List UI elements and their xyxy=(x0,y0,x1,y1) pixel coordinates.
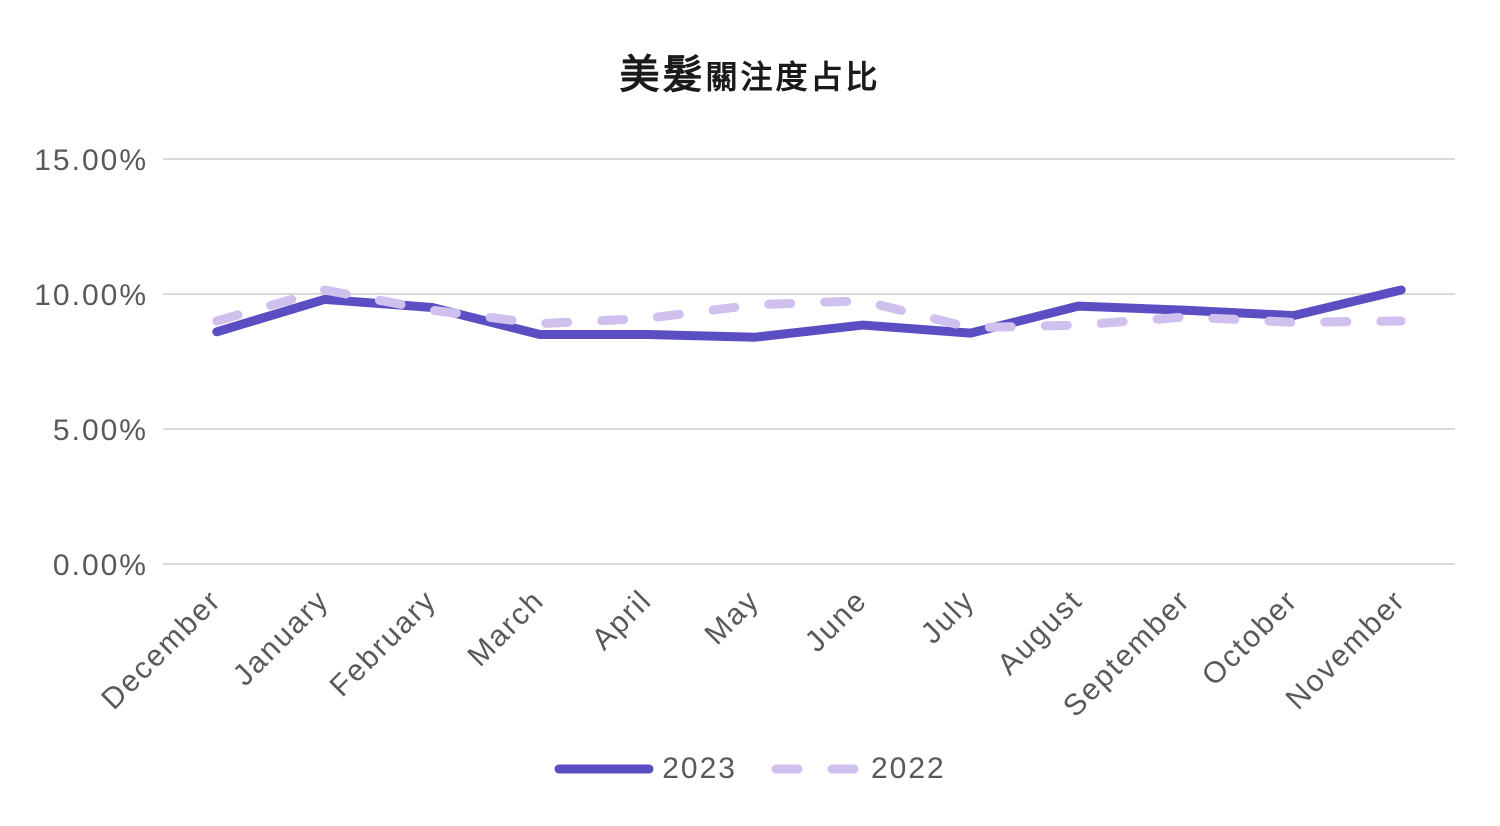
legend-dashed-line-swatch xyxy=(771,764,863,774)
x-axis-label: July xyxy=(915,584,982,651)
legend-solid-line-swatch xyxy=(554,764,654,774)
legend-item-2023[interactable]: 2023 xyxy=(554,752,737,786)
y-tick-label: 15.00% xyxy=(34,144,148,177)
x-axis-label: February xyxy=(324,584,444,704)
chart-title: 美髮關注度占比 xyxy=(0,42,1500,100)
x-axis-label: June xyxy=(799,584,874,659)
legend-label-2022: 2022 xyxy=(871,752,946,785)
series-line-2023 xyxy=(212,285,1406,342)
x-axis-label: October xyxy=(1196,584,1305,693)
chart-title-primary: 美髮 xyxy=(619,53,706,97)
y-tick-label: 0.00% xyxy=(53,549,148,582)
x-axis-label: August xyxy=(991,584,1089,682)
chart-title-secondary: 關注度占比 xyxy=(705,59,881,95)
legend-item-2022[interactable]: 2022 xyxy=(771,752,946,786)
legend: 2023 2022 xyxy=(0,752,1500,786)
x-axis-label: April xyxy=(586,584,659,657)
x-axis-label: May xyxy=(698,584,766,652)
x-axis-label: March xyxy=(461,584,550,673)
legend-label-2023: 2023 xyxy=(662,752,737,785)
y-tick-label: 10.00% xyxy=(34,279,148,312)
y-tick-label: 5.00% xyxy=(53,414,148,447)
x-axis-label: January xyxy=(227,584,336,693)
x-axis-label: December xyxy=(95,584,228,717)
